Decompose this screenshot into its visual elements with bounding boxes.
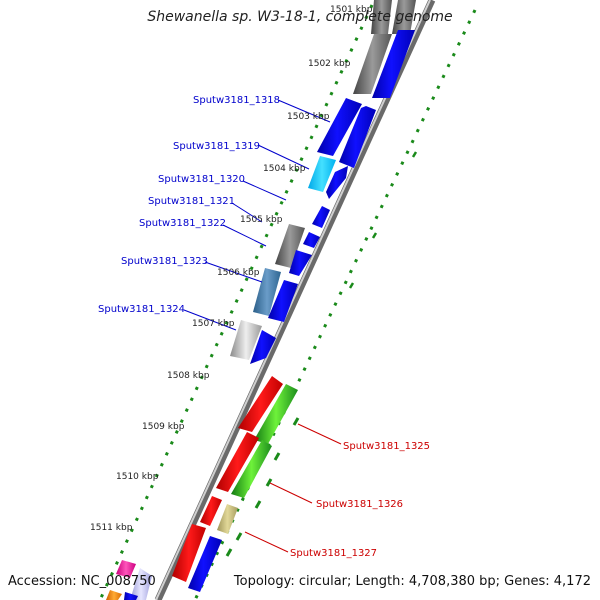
gene-1327	[217, 504, 238, 534]
outer-dotted-ring	[193, 9, 477, 600]
kbp-label: 1509 kbp	[142, 422, 185, 432]
kbp-label: 1501 kbp	[330, 5, 373, 15]
gene-label-1323[interactable]: Sputw3181_1323	[121, 256, 208, 267]
accession-text: Accession: NC_008750	[8, 574, 156, 589]
inner-dotted-ring	[98, 4, 374, 600]
gene-labels: Sputw3181_1318 Sputw3181_1319 Sputw3181_…	[98, 95, 430, 559]
gene-1318	[317, 98, 362, 156]
gene-gray-upper-left	[371, 0, 392, 34]
kbp-label: 1506 kbp	[217, 268, 260, 278]
gene-1326	[231, 440, 272, 498]
gene-1321	[312, 206, 330, 228]
kbp-label: 1507 kbp	[192, 319, 235, 329]
gene-1322b	[303, 232, 320, 248]
gene-label-1319[interactable]: Sputw3181_1319	[173, 141, 260, 152]
map-title: Shewanella sp. W3-18-1, complete genome	[147, 9, 453, 25]
gene-red-3	[200, 496, 222, 526]
gene-label-1325[interactable]: Sputw3181_1325	[343, 441, 430, 452]
gene-label-1321[interactable]: Sputw3181_1321	[148, 196, 235, 207]
kbp-label: 1503 kbp	[287, 112, 330, 122]
gene-label-1320[interactable]: Sputw3181_1320	[158, 174, 245, 185]
kbp-tick-labels: 1501 kbp 1502 kbp 1503 kbp 1504 kbp 1505…	[90, 5, 373, 533]
gene-orange	[106, 590, 122, 600]
topology-text: Topology: circular; Length: 4,708,380 bp…	[233, 574, 591, 589]
gene-1318-arrow	[339, 106, 376, 168]
gene-label-1327[interactable]: Sputw3181_1327	[290, 548, 377, 559]
gene-lavender	[130, 568, 152, 600]
gene-label-1326[interactable]: Sputw3181_1326	[316, 499, 403, 510]
gene-label-1322[interactable]: Sputw3181_1322	[139, 218, 226, 229]
gene-red-4	[172, 524, 206, 582]
gene-1320	[326, 166, 348, 199]
gene-gray-upper-right	[392, 0, 416, 34]
forward-leader-lines	[183, 99, 331, 331]
gene-1323	[253, 268, 281, 316]
kbp-label: 1511 kbp	[90, 523, 133, 533]
kbp-label: 1510 kbp	[116, 472, 159, 482]
kbp-label: 1505 kbp	[240, 215, 283, 225]
gene-1324	[230, 320, 262, 360]
gc-dash-track	[225, 151, 418, 557]
gene-blue-lower	[188, 536, 222, 592]
kbp-label: 1502 kbp	[308, 59, 351, 69]
gene-blue-1317b	[372, 30, 415, 98]
gene-1324b	[250, 330, 276, 364]
gene-pink	[116, 560, 136, 578]
reverse-leader-lines	[244, 423, 342, 553]
genome-backbone-highlight	[155, 0, 431, 600]
genome-backbone	[154, 0, 436, 600]
gene-label-1318[interactable]: Sputw3181_1318	[193, 95, 280, 106]
gene-blue-bottom	[124, 592, 138, 600]
gene-1323b	[289, 250, 312, 276]
gene-label-1324[interactable]: Sputw3181_1324	[98, 304, 185, 315]
gene-1322	[275, 224, 305, 268]
gene-red-2	[216, 432, 259, 492]
gene-1323c	[268, 280, 298, 322]
gene-red-1	[238, 376, 283, 432]
gene-1319	[308, 156, 336, 192]
kbp-label: 1508 kbp	[167, 371, 210, 381]
gene-1325	[254, 384, 298, 444]
kbp-label: 1504 kbp	[263, 164, 306, 174]
gene-gray-1317a	[353, 34, 392, 94]
